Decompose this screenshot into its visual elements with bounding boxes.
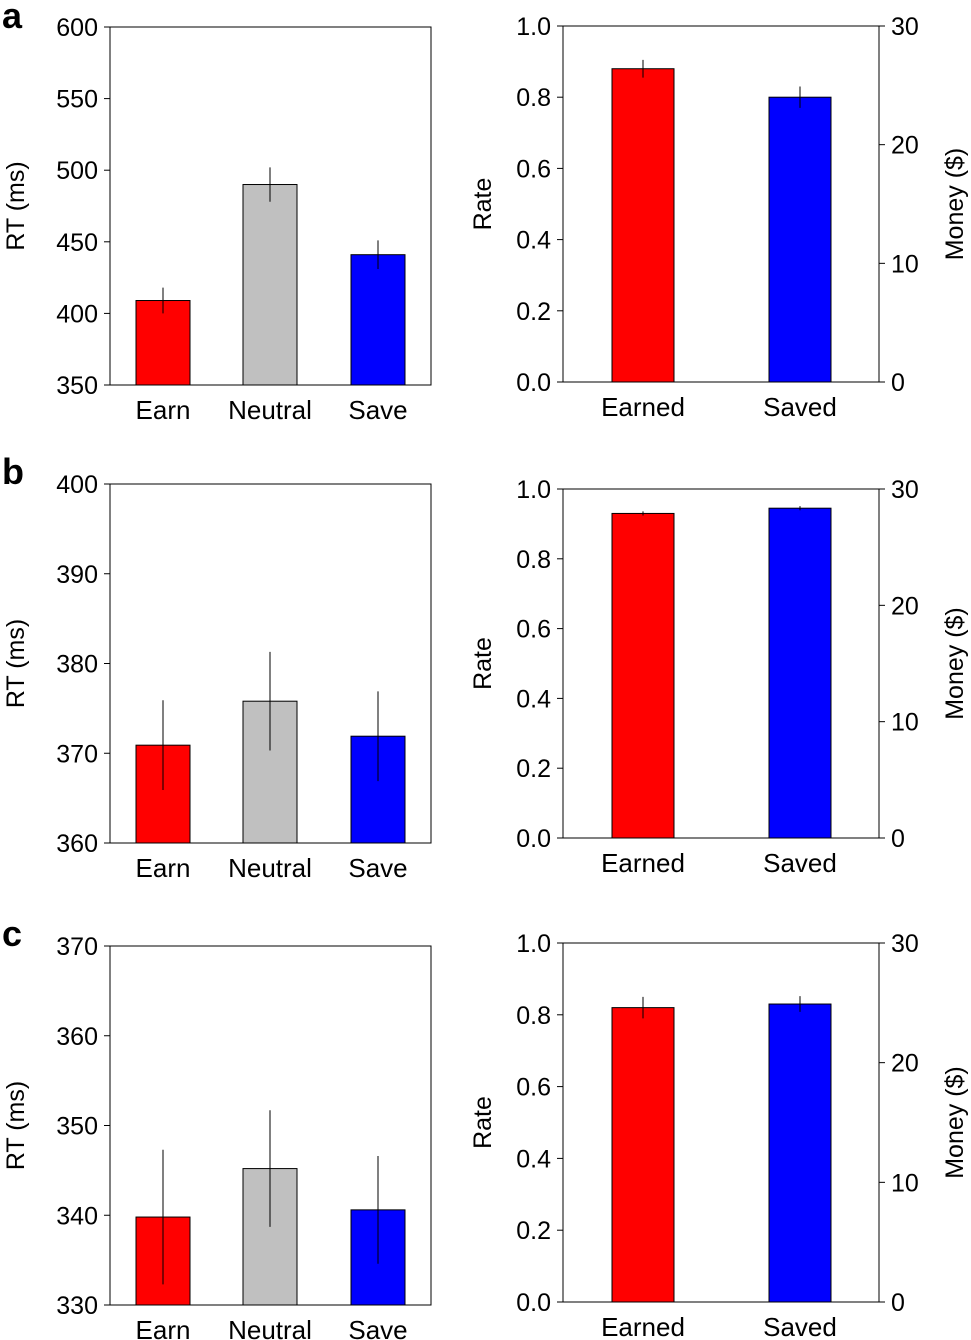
y-tick-label: 1.0 [516,476,551,504]
panel-letter-b: b [2,451,24,492]
y2-axis-label: Money ($) [941,1066,969,1179]
category-label: Neutral [228,853,312,883]
bar-earned [611,512,675,839]
y-axis-label: RT (ms) [2,619,30,708]
y-tick-label: 1.0 [516,13,551,41]
category-label: Save [348,853,407,883]
y-tick-label: 0.8 [516,84,551,112]
category-label: Saved [763,392,837,422]
y2-tick-label: 10 [891,250,919,278]
y2-tick-label: 20 [891,592,919,620]
y-tick-label: 400 [56,471,98,499]
panel-letter-c: c [2,913,22,954]
y-tick-label: 500 [56,157,98,185]
y-tick-label: 0.2 [516,755,551,783]
panel-b-chart-rate: Earned Saved 0.0 0.2 0.4 0.6 0.8 1.0 Rate 0 10 20 30… [469,476,969,878]
y-tick-label: 0.8 [516,546,551,574]
bar-saved [768,507,832,839]
bar-earned [611,1007,675,1303]
y-tick-label: 380 [56,651,98,679]
y-axis-label: Rate [469,637,497,690]
y-tick-label: 0.6 [516,616,551,644]
y-tick-label: 360 [56,830,98,858]
panel-c-chart-rate: Earned Saved 0.0 0.2 0.4 0.6 0.8 1.0 Rate 0 10 20 30… [469,930,969,1340]
bar-saved [768,96,832,383]
category-label: Save [348,395,407,425]
panel-letter-a: a [2,0,23,36]
y-tick-label: 0.0 [516,825,551,853]
y2-tick-label: 30 [891,13,919,41]
y2-tick-label: 30 [891,930,919,958]
bar-neutral [242,184,298,386]
y2-tick-label: 30 [891,476,919,504]
bar-save [350,254,406,386]
y-tick-label: 370 [56,740,98,768]
y-axis-label: Rate [469,178,497,231]
y-tick-label: 600 [56,14,98,42]
y2-tick-label: 20 [891,1050,919,1078]
bar-earn [135,300,191,386]
y-tick-label: 330 [56,1292,98,1320]
panel-b-chart-rt: Earn Neutral Save 360 370 380 390 400 RT (ms) [2,471,432,883]
y-tick-label: 0.2 [516,298,551,326]
plot-frame [562,942,880,1303]
y-tick-label: 0.8 [516,1002,551,1030]
bar-earned [611,68,675,383]
y-tick-label: 390 [56,561,98,589]
y-tick-label: 350 [56,372,98,400]
y-axis-label: RT (ms) [2,1081,30,1170]
y-axis-label: RT (ms) [2,161,30,250]
panel-c-chart-rt: Earn Neutral Save 330 340 350 360 370 RT (ms) [2,933,432,1340]
category-label: Earn [136,853,191,883]
bar-saved [768,1003,832,1303]
y-tick-label: 0.0 [516,1289,551,1317]
y2-axis-label: Money ($) [941,148,969,261]
category-label: Earn [136,1315,191,1340]
category-label: Earned [601,392,685,422]
y-tick-label: 360 [56,1023,98,1051]
category-label: Save [348,1315,407,1340]
category-label: Earned [601,1312,685,1340]
plot-frame [109,26,432,386]
y-tick-label: 340 [56,1202,98,1230]
panel-a-chart-rate: Earned Saved 0.0 0.2 0.4 0.6 0.8 1.0 Rate 0 10 20 30… [469,13,969,422]
plot-frame [562,488,880,839]
y-tick-label: 0.4 [516,1145,551,1173]
y-tick-label: 400 [56,300,98,328]
y-tick-label: 0.4 [516,227,551,255]
y-tick-label: 0.6 [516,1074,551,1102]
panel-a-chart-rt: Earn Neutral Save 350 400 450 500 550 600 RT (ms) [2,14,432,425]
y2-tick-label: 20 [891,132,919,160]
category-label: Earn [136,395,191,425]
y-axis-label: Rate [469,1096,497,1149]
y2-axis-label: Money ($) [941,607,969,720]
y2-tick-label: 10 [891,1169,919,1197]
y-tick-label: 450 [56,229,98,257]
y2-tick-label: 0 [891,825,905,853]
y-tick-label: 0.6 [516,155,551,183]
y2-tick-label: 0 [891,1289,905,1317]
y2-tick-label: 10 [891,709,919,737]
category-label: Earned [601,848,685,878]
y-tick-label: 350 [56,1113,98,1141]
category-label: Neutral [228,1315,312,1340]
plot-frame [562,25,880,383]
y-tick-label: 0.4 [516,685,551,713]
bar-save [350,735,406,844]
y-tick-label: 550 [56,86,98,114]
y2-tick-label: 0 [891,369,905,397]
y-tick-label: 1.0 [516,930,551,958]
category-label: Saved [763,848,837,878]
y-tick-label: 370 [56,933,98,961]
category-label: Saved [763,1312,837,1340]
category-label: Neutral [228,395,312,425]
y-tick-label: 0.2 [516,1217,551,1245]
y-tick-label: 0.0 [516,369,551,397]
